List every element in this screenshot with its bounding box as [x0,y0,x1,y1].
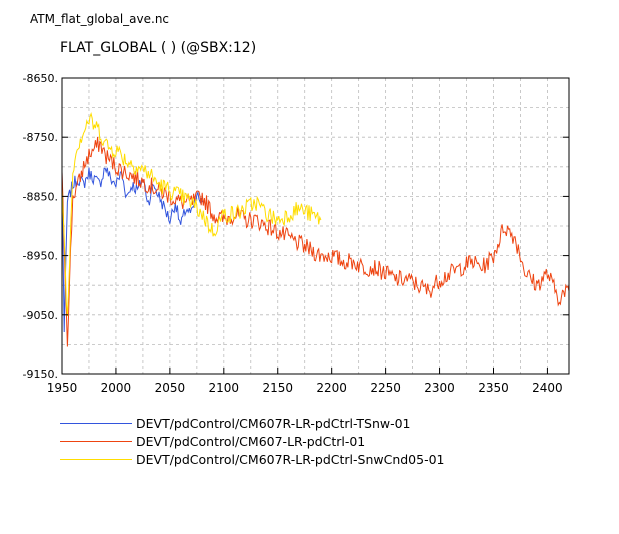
x-tick-label: 2250 [370,381,401,395]
legend-swatch [60,422,132,424]
y-tick-label: -8950. [23,250,58,263]
legend-label: DEVT/pdControl/CM607-LR-pdCtrl-01 [136,433,366,449]
series-line-1 [61,167,203,333]
x-tick-label: 2150 [262,381,293,395]
y-tick-label: -8650. [23,72,58,85]
series-line-3 [61,111,322,317]
file-title: ATM_flat_global_ave.nc [30,12,170,26]
legend-item: DEVT/pdControl/CM607R-LR-pdCtrl-TSnw-01 [60,414,445,432]
legend-item: DEVT/pdControl/CM607-LR-pdCtrl-01 [60,432,445,450]
x-tick-label: 2050 [155,381,186,395]
legend: DEVT/pdControl/CM607R-LR-pdCtrl-TSnw-01 D… [60,414,445,468]
y-tick-label: -9150. [23,368,58,381]
legend-swatch [60,440,132,442]
y-tick-label: -8850. [23,190,58,203]
legend-label: DEVT/pdControl/CM607R-LR-pdCtrl-TSnw-01 [136,415,411,431]
legend-label: DEVT/pdControl/CM607R-LR-pdCtrl-SnwCnd05… [136,451,445,467]
series-line-2 [61,136,570,347]
y-tick-label: -9050. [23,309,58,322]
x-tick-label: 2100 [209,381,240,395]
x-tick-label: 1950 [47,381,78,395]
x-tick-label: 2300 [424,381,455,395]
x-tick-label: 2200 [316,381,347,395]
x-tick-label: 2400 [532,381,563,395]
plot-frame [61,77,570,375]
line-chart: 1950 2000 2050 2100 2150 2200 2250 2300 2350 2400… [23,72,570,395]
x-tick-label: 2350 [478,381,509,395]
legend-swatch [60,458,132,460]
y-tick-label: -8750. [23,131,58,144]
chart-title: FLAT_GLOBAL ( ) (@SBX:12) [60,40,257,56]
legend-item: DEVT/pdControl/CM607R-LR-pdCtrl-SnwCnd05… [60,450,445,468]
x-tick-label: 2000 [101,381,132,395]
